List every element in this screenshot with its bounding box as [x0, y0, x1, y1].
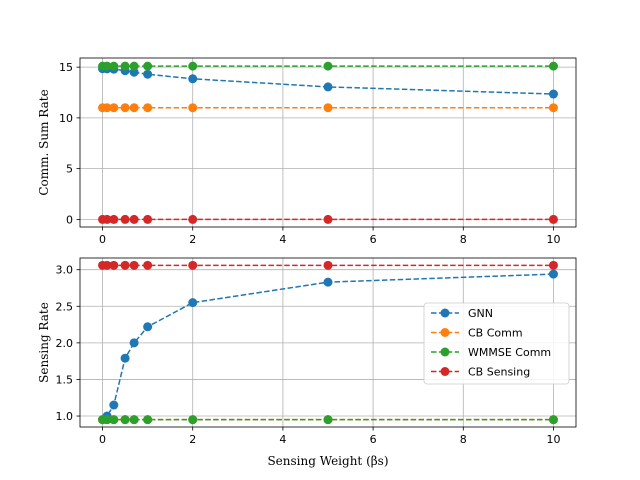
legend-entry: CB Comm	[431, 327, 523, 340]
subplot-2: 0 2 4 6 8 10 1.0 1.5 2.0 2.5 3.0 Sensing Rate Sensin…	[37, 257, 577, 468]
x-tick-label: 8	[460, 433, 467, 446]
series-wmmse-comm	[98, 61, 558, 71]
data-point	[323, 61, 333, 71]
y-tick-label: 1.0	[56, 410, 74, 423]
data-point	[120, 415, 130, 425]
x-axis-label: Sensing Weight (βs)	[267, 454, 388, 468]
y-tick-label: 5	[66, 163, 73, 176]
data-point	[109, 214, 119, 224]
x-tick-label: 2	[189, 233, 196, 246]
data-point	[188, 415, 198, 425]
x-tick-label: 0	[99, 233, 106, 246]
x-tick-label: 4	[279, 433, 286, 446]
data-point	[129, 103, 139, 113]
data-point	[188, 61, 198, 71]
data-point	[188, 214, 198, 224]
axes-frame	[79, 57, 577, 228]
data-point	[143, 415, 153, 425]
data-point	[109, 400, 119, 410]
data-point	[109, 260, 119, 270]
data-point	[120, 103, 130, 113]
data-point	[548, 269, 558, 279]
data-point	[548, 103, 558, 113]
data-point	[143, 322, 153, 332]
data-point	[323, 214, 333, 224]
legend-box	[423, 302, 570, 385]
y-axis-label: Comm. Sum Rate	[37, 89, 51, 195]
legend-label: WMMSE Comm	[468, 346, 551, 359]
x-tick-label: 10	[546, 433, 560, 446]
y-axis-label: Sensing Rate	[37, 302, 51, 383]
data-point	[102, 260, 112, 270]
data-point	[120, 353, 130, 363]
y-tick-label: 2.0	[56, 337, 74, 350]
y-tick-label: 0	[66, 213, 73, 226]
data-point	[188, 103, 198, 113]
data-point	[548, 89, 558, 99]
x-tick-label: 6	[370, 433, 377, 446]
legend-marker	[440, 367, 450, 376]
data-point	[129, 338, 139, 348]
data-point	[102, 61, 112, 71]
data-point	[102, 214, 112, 224]
data-point	[323, 415, 333, 425]
data-point	[323, 82, 333, 92]
data-point	[143, 260, 153, 270]
legend-label: GNN	[468, 307, 493, 320]
data-point	[323, 277, 333, 287]
series-wmmse-comm	[98, 415, 558, 425]
x-tick-label: 2	[189, 433, 196, 446]
subplot-1: 0 2 4 6 8 10 0 5 10 15 Comm. Sum Rate	[37, 57, 577, 246]
data-point	[102, 415, 112, 425]
y-tick-label: 3.0	[56, 264, 74, 277]
x-tick-label: 0	[99, 433, 106, 446]
legend-entry: WMMSE Comm	[431, 346, 551, 359]
series-cb-sensing	[98, 260, 558, 270]
x-tick-label: 6	[370, 233, 377, 246]
data-point	[548, 415, 558, 425]
legend-entry: CB Sensing	[431, 366, 530, 379]
data-point	[129, 260, 139, 270]
data-point	[129, 415, 139, 425]
data-point	[323, 103, 333, 113]
legend-marker	[440, 308, 450, 318]
legend: GNN CB Comm WMMSE Comm CB Sensing	[423, 302, 570, 385]
data-point	[188, 298, 198, 308]
data-point	[323, 260, 333, 270]
x-tick-label: 8	[460, 233, 467, 246]
data-point	[188, 260, 198, 270]
legend-label: CB Comm	[468, 327, 523, 340]
legend-marker	[440, 347, 450, 357]
data-point	[548, 260, 558, 270]
legend-marker	[440, 328, 450, 337]
data-point	[109, 103, 119, 113]
data-point	[109, 61, 119, 71]
data-point	[120, 214, 130, 224]
data-point	[188, 74, 198, 84]
x-tick-label: 4	[279, 233, 286, 246]
data-point	[120, 61, 130, 71]
x-tick-label: 10	[546, 233, 560, 246]
data-point	[102, 103, 112, 113]
data-point	[109, 415, 119, 425]
y-tick-label: 1.5	[56, 373, 74, 386]
data-point	[143, 214, 153, 224]
data-point	[143, 69, 153, 79]
data-point	[120, 260, 130, 270]
data-point	[143, 61, 153, 71]
series-cb-sensing	[98, 214, 558, 224]
legend-entry: GNN	[431, 307, 493, 320]
data-point	[129, 214, 139, 224]
data-point	[129, 61, 139, 71]
data-point	[548, 214, 558, 224]
y-tick-label: 10	[59, 112, 73, 125]
data-point	[143, 103, 153, 113]
data-point	[548, 61, 558, 71]
legend-label: CB Sensing	[468, 366, 530, 379]
series-cb-comm	[98, 103, 558, 113]
y-tick-label: 15	[59, 61, 73, 74]
y-tick-label: 2.5	[56, 300, 74, 313]
